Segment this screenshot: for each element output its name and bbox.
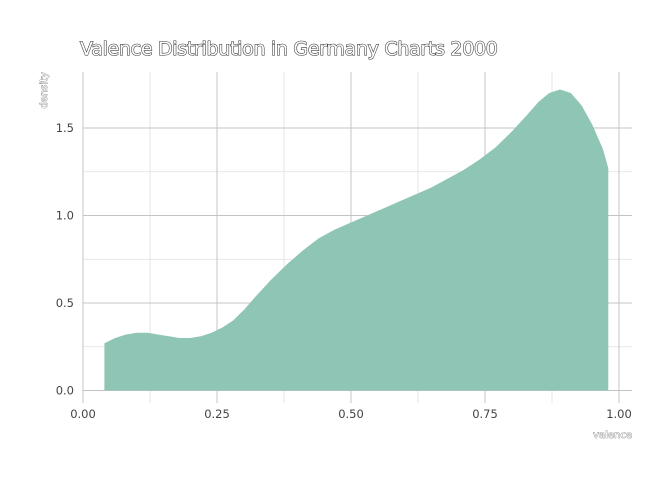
x-tick-label: 0.75 [472,407,498,421]
tick-labels: 0.00 0.25 0.50 0.75 1.00 0.0 0.5 1.0 1.5 [56,121,632,421]
y-tick-label: 1.5 [56,121,74,135]
y-axis-label: density [39,72,50,109]
x-tick-label: 0.00 [70,407,96,421]
y-tick-label: 1.0 [56,209,74,223]
y-tick-label: 0.5 [56,296,74,310]
x-tick-label: 0.50 [338,407,364,421]
x-tick-label: 0.25 [204,407,230,421]
y-tick-label: 0.0 [56,384,74,398]
density-area [104,89,609,391]
x-axis-label: valence [593,430,632,441]
x-tick-label: 1.00 [606,407,632,421]
chart-title: Valence Distribution in Germany Charts 2… [80,38,498,60]
